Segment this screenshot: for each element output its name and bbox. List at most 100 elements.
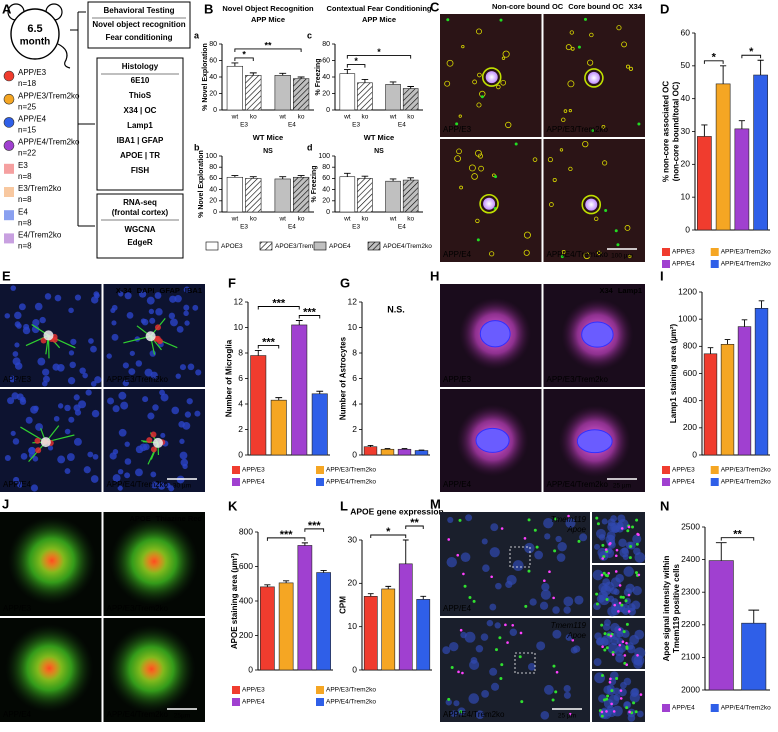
nucleus bbox=[150, 471, 157, 478]
y-axis-label: % Freezing bbox=[315, 59, 322, 96]
y-tick-label: 20 bbox=[209, 90, 217, 97]
group-n: n=22 bbox=[18, 149, 37, 158]
y-tick-label: 20 bbox=[681, 159, 691, 169]
nucleus bbox=[16, 393, 24, 401]
oligomer-core bbox=[616, 243, 620, 247]
nucleus bbox=[611, 602, 620, 611]
tmem119-spot bbox=[623, 661, 627, 665]
nucleus bbox=[138, 290, 147, 298]
apoe-spot bbox=[612, 710, 616, 713]
nucleus bbox=[610, 636, 619, 646]
workflow-title: Histology bbox=[122, 62, 159, 71]
nucleus bbox=[141, 318, 149, 326]
legend-swatch bbox=[232, 698, 240, 706]
nucleus bbox=[87, 451, 94, 458]
nucleus bbox=[633, 655, 645, 666]
apoe-spot bbox=[639, 693, 643, 696]
legend-label: APP/E3 bbox=[672, 467, 695, 474]
nucleus bbox=[10, 285, 17, 291]
y-tick-label: 0 bbox=[352, 449, 357, 459]
legend-label: APP/E3/Trem2ko bbox=[326, 687, 376, 694]
tmem119-spot bbox=[468, 596, 472, 600]
tmem119-spot bbox=[634, 571, 638, 575]
tmem119-spot bbox=[463, 584, 467, 588]
legend-swatch bbox=[232, 686, 240, 694]
tmem119-spot bbox=[494, 648, 498, 652]
nucleus bbox=[579, 533, 588, 542]
nucleus bbox=[67, 377, 76, 385]
oligomer-ring bbox=[594, 216, 599, 222]
legend-label: APP/E3/Trem2ko bbox=[721, 249, 771, 256]
tmem119-spot bbox=[472, 599, 476, 603]
oligomer-ring bbox=[570, 46, 575, 51]
chart-title: APOE gene expression bbox=[350, 506, 444, 516]
nucleus bbox=[14, 362, 23, 370]
oligomer-core bbox=[446, 18, 450, 22]
panel-letter: G bbox=[340, 275, 350, 290]
group-label: E3 bbox=[352, 122, 360, 129]
mouse-age-unit: month bbox=[20, 37, 51, 48]
nucleus bbox=[90, 381, 97, 387]
nucleus bbox=[556, 553, 566, 562]
y-axis-label: Tmem119 positive cells bbox=[672, 563, 681, 652]
apoe-spot bbox=[555, 670, 559, 674]
nucleus bbox=[509, 628, 518, 637]
nucleus bbox=[23, 323, 30, 331]
tile-label: APP/E3 bbox=[443, 125, 472, 134]
bar bbox=[278, 582, 294, 671]
bar bbox=[292, 176, 310, 213]
significance-bracket bbox=[257, 306, 300, 310]
subpanel-label: d bbox=[307, 142, 313, 152]
y-tick-label: 200 bbox=[239, 630, 253, 640]
nucleus bbox=[565, 634, 573, 641]
channel-label: APOE bbox=[129, 514, 150, 523]
nucleus bbox=[445, 699, 452, 706]
legend-label: APP/E4 bbox=[242, 699, 265, 706]
nucleus bbox=[57, 363, 65, 372]
group-marker bbox=[3, 70, 15, 82]
oligomer-core bbox=[604, 208, 608, 212]
apoe-spot bbox=[628, 710, 631, 714]
oligomer-ring bbox=[587, 59, 594, 66]
tile-label: APP/E4/Trem2ko bbox=[443, 710, 505, 719]
apoe-spot bbox=[619, 689, 623, 692]
legend-label: APP/E3/Trem2ko bbox=[326, 467, 376, 474]
tmem119-spot bbox=[520, 700, 524, 704]
nucleus bbox=[630, 688, 639, 698]
error-bar bbox=[757, 59, 764, 76]
bar bbox=[416, 599, 431, 671]
apoe-spot bbox=[601, 557, 605, 560]
nucleus bbox=[486, 619, 494, 627]
legend-label: APP/E3 bbox=[242, 467, 265, 474]
y-tick-label: 2500 bbox=[681, 521, 700, 531]
y-tick-label: 0 bbox=[213, 209, 217, 216]
error-bar bbox=[316, 390, 324, 394]
oligomer-ring bbox=[456, 148, 462, 155]
nucleus bbox=[147, 412, 155, 420]
group-marker bbox=[4, 233, 14, 244]
nucleus bbox=[128, 368, 136, 376]
nucleus bbox=[540, 711, 550, 720]
tmem119-spot bbox=[634, 710, 638, 714]
y-tick-label: 20 bbox=[322, 198, 330, 205]
plaque-core bbox=[585, 198, 598, 211]
scale-label: 25 µm bbox=[613, 483, 631, 490]
legend-label: APP/E4 bbox=[672, 479, 695, 486]
microglia bbox=[150, 431, 157, 438]
bar bbox=[311, 393, 328, 456]
tmem119-spot bbox=[622, 630, 626, 634]
legend-swatch bbox=[662, 704, 670, 712]
nucleus bbox=[7, 397, 15, 405]
channel-label: DAPI bbox=[137, 286, 155, 295]
y-tick-label: 0 bbox=[248, 664, 253, 674]
nucleus bbox=[42, 368, 50, 376]
nucleus bbox=[563, 596, 574, 607]
significance-bracket bbox=[266, 537, 306, 541]
y-tick-label: 1000 bbox=[678, 313, 697, 323]
error-bar bbox=[275, 397, 283, 401]
workflow-item: Lamp1 bbox=[127, 121, 153, 130]
oligomer-ring bbox=[476, 28, 482, 35]
x-tick-label: wt bbox=[278, 114, 286, 121]
error-bar bbox=[367, 593, 374, 597]
workflow-item: ThioS bbox=[129, 91, 152, 100]
